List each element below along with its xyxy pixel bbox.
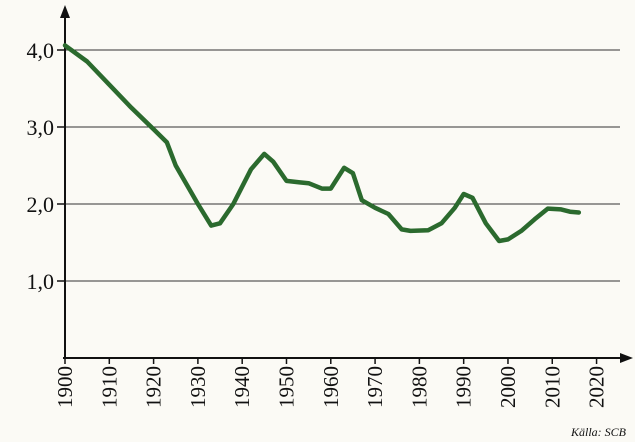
x-tick-label: 1950	[274, 366, 298, 408]
y-tick-label: 2,0	[27, 192, 55, 217]
x-tick-label: 2010	[540, 366, 564, 408]
x-tick-label: 1970	[363, 366, 387, 408]
y-axis-arrow	[60, 5, 70, 18]
x-tick-label: 1940	[230, 366, 254, 408]
x-tick-label: 1920	[142, 366, 166, 408]
x-tick-label: 1900	[53, 366, 77, 408]
x-tick-label: 2000	[496, 366, 520, 408]
y-tick-label: 1,0	[27, 269, 55, 294]
x-tick-label: 1960	[319, 366, 343, 408]
x-tick-label: 1990	[452, 366, 476, 408]
y-tick-label: 4,0	[27, 38, 55, 63]
x-tick-label: 1930	[186, 366, 210, 408]
source-note: Källa: SCB	[570, 425, 627, 439]
data-line	[62, 43, 582, 244]
y-tick-label: 3,0	[27, 115, 55, 140]
x-tick-label: 1980	[407, 366, 431, 408]
x-tick-label: 2020	[585, 366, 609, 408]
x-axis-arrow	[620, 353, 633, 363]
x-tick-label: 1910	[97, 366, 121, 408]
